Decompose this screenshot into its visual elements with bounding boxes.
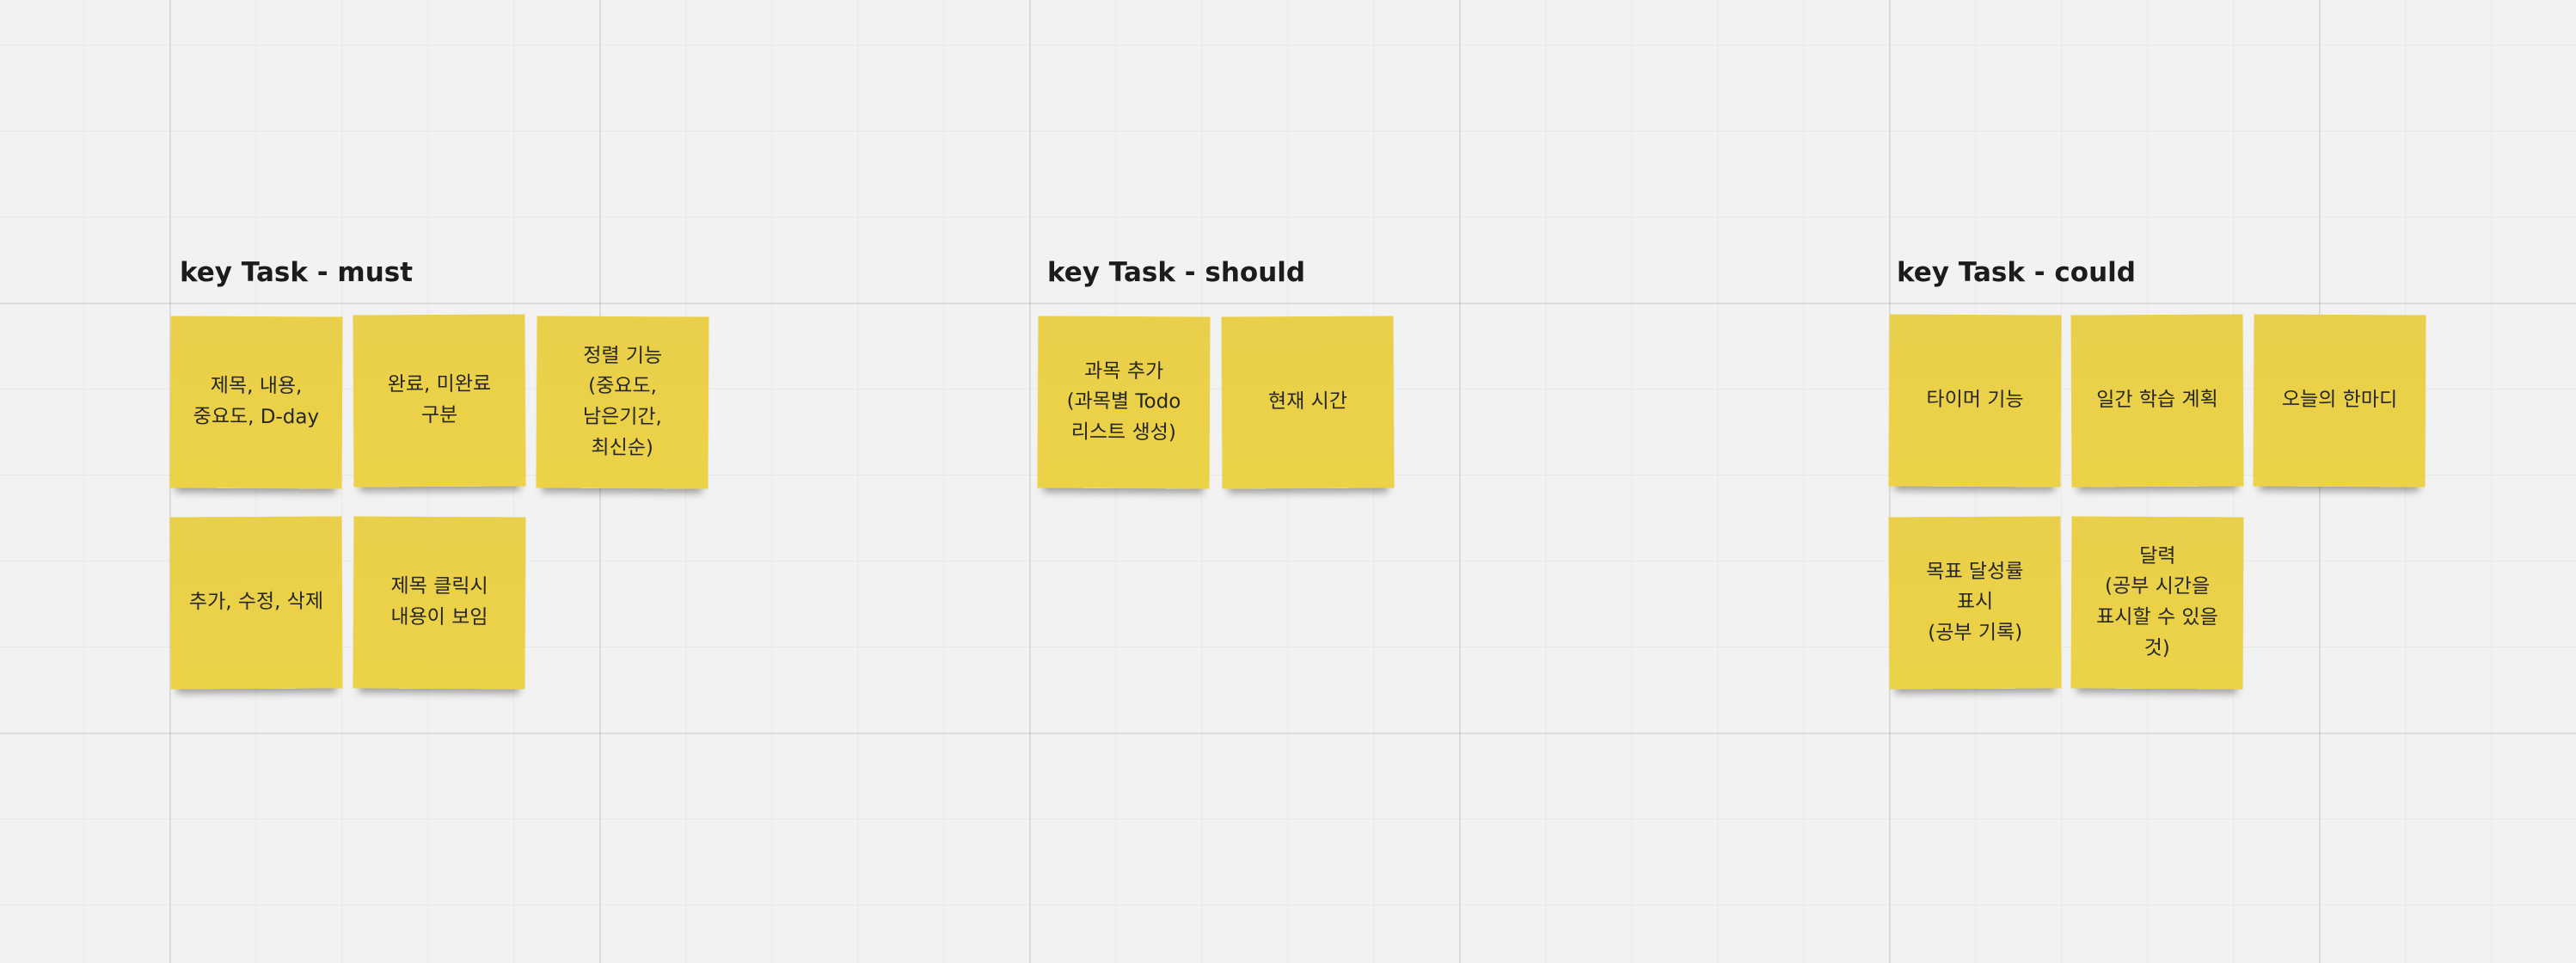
- section-title-could[interactable]: key Task - could: [1897, 257, 2136, 288]
- sticky-note-text: 타이머 기능: [1926, 388, 2024, 412]
- sticky-note[interactable]: 추가, 수정, 삭제: [169, 516, 343, 690]
- sticky-note[interactable]: 오늘의 한마디: [2253, 314, 2426, 488]
- sticky-note-text: 현재 시간: [1267, 389, 1348, 414]
- sticky-note-text: 달력 (공부 시간을 표시할 수 있을 것): [2096, 544, 2218, 659]
- section-title-should[interactable]: key Task - should: [1047, 257, 1306, 288]
- sticky-note-text: 제목 클릭시 내용이 보임: [390, 575, 488, 629]
- sticky-note-text: 목표 달성률 표시 (공부 기록): [1926, 560, 2024, 645]
- sticky-note-text: 일간 학습 계획: [2096, 388, 2218, 412]
- sticky-note-text: 정렬 기능 (중요도, 남은기간, 최신순): [582, 344, 663, 459]
- sticky-note-text: 제목, 내용, 중요도, D-day: [193, 375, 320, 429]
- sticky-note[interactable]: 제목 클릭시 내용이 보임: [353, 516, 526, 690]
- sticky-note[interactable]: 현재 시간: [1221, 316, 1395, 489]
- sticky-note[interactable]: 목표 달성률 표시 (공부 기록): [1888, 516, 2062, 690]
- sticky-note[interactable]: 정렬 기능 (중요도, 남은기간, 최신순): [536, 316, 709, 489]
- sticky-note[interactable]: 제목, 내용, 중요도, D-day: [169, 316, 343, 489]
- sticky-note[interactable]: 완료, 미완료 구분: [353, 314, 526, 488]
- sticky-note-text: 완료, 미완료 구분: [387, 373, 492, 427]
- section-title-must[interactable]: key Task - must: [180, 257, 414, 288]
- sticky-note-text: 오늘의 한마디: [2281, 388, 2398, 412]
- sticky-note[interactable]: 달력 (공부 시간을 표시할 수 있을 것): [2070, 516, 2244, 690]
- sticky-note[interactable]: 일간 학습 계획: [2070, 314, 2244, 488]
- sticky-note[interactable]: 타이머 기능: [1888, 314, 2062, 488]
- sticky-note-text: 과목 추가 (과목별 Todo 리스트 생성): [1066, 359, 1181, 445]
- sticky-note[interactable]: 과목 추가 (과목별 Todo 리스트 생성): [1037, 316, 1211, 489]
- sticky-note-text: 추가, 수정, 삭제: [188, 590, 324, 614]
